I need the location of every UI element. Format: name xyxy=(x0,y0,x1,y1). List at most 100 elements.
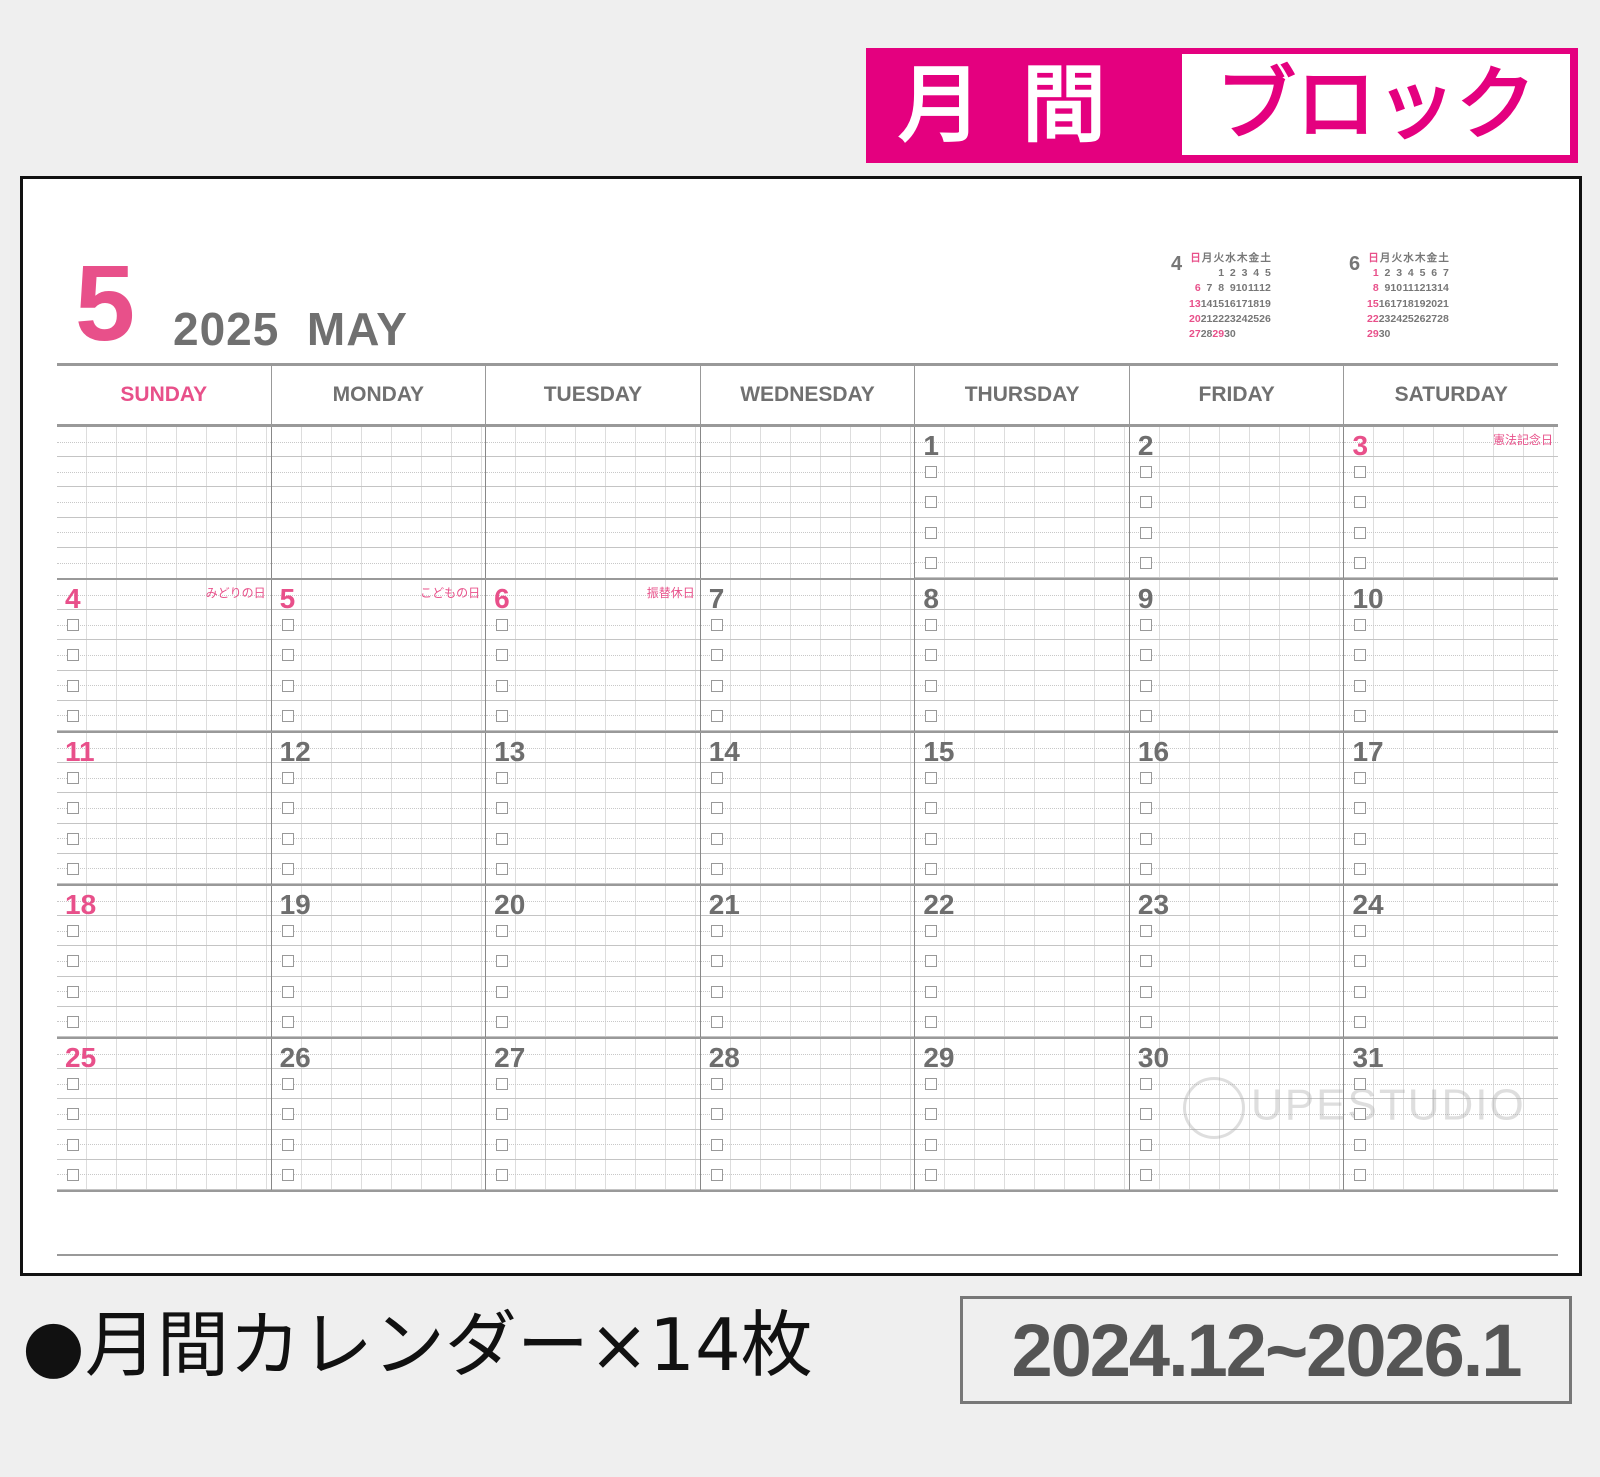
checkbox-icon[interactable] xyxy=(1354,862,1367,875)
checkbox-icon[interactable] xyxy=(281,1138,294,1151)
checkbox-icon[interactable] xyxy=(925,955,938,968)
day-cell[interactable]: 2 xyxy=(1128,427,1344,578)
checkbox-icon[interactable] xyxy=(1354,1015,1367,1028)
day-cell[interactable]: 17 xyxy=(1343,733,1559,884)
checkbox-icon[interactable] xyxy=(1139,709,1152,722)
checkbox-icon[interactable] xyxy=(281,1168,294,1181)
checkbox-icon[interactable] xyxy=(67,1108,79,1121)
checkbox-icon[interactable] xyxy=(281,985,294,998)
checkbox-icon[interactable] xyxy=(281,925,294,938)
checkbox-icon[interactable] xyxy=(710,1168,723,1181)
day-cell[interactable] xyxy=(57,427,271,578)
checkbox-icon[interactable] xyxy=(925,466,938,479)
checkbox-icon[interactable] xyxy=(1354,709,1367,722)
checkbox-icon[interactable] xyxy=(1139,1078,1152,1091)
checkbox-icon[interactable] xyxy=(1139,1138,1152,1151)
checkbox-icon[interactable] xyxy=(1139,772,1152,785)
checkbox-icon[interactable] xyxy=(67,1015,79,1028)
checkbox-icon[interactable] xyxy=(710,1078,723,1091)
checkbox-icon[interactable] xyxy=(67,679,79,692)
checkbox-icon[interactable] xyxy=(710,772,723,785)
checkbox-icon[interactable] xyxy=(1354,466,1367,479)
checkbox-icon[interactable] xyxy=(710,832,723,845)
checkbox-icon[interactable] xyxy=(925,1015,938,1028)
checkbox-icon[interactable] xyxy=(710,679,723,692)
checkbox-icon[interactable] xyxy=(1139,1168,1152,1181)
checkbox-icon[interactable] xyxy=(496,1078,509,1091)
checkbox-icon[interactable] xyxy=(710,1138,723,1151)
checkbox-icon[interactable] xyxy=(1354,526,1367,539)
checkbox-icon[interactable] xyxy=(1139,496,1152,509)
checkbox-icon[interactable] xyxy=(496,619,509,632)
day-cell[interactable]: 31 xyxy=(1343,1039,1559,1190)
checkbox-icon[interactable] xyxy=(281,832,294,845)
checkbox-icon[interactable] xyxy=(710,709,723,722)
checkbox-icon[interactable] xyxy=(496,1015,509,1028)
checkbox-icon[interactable] xyxy=(496,955,509,968)
day-cell[interactable]: 24 xyxy=(1343,886,1559,1037)
checkbox-icon[interactable] xyxy=(1354,772,1367,785)
checkbox-icon[interactable] xyxy=(281,955,294,968)
day-cell[interactable]: 5 こどもの日 xyxy=(270,580,486,731)
checkbox-icon[interactable] xyxy=(67,802,79,815)
checkbox-icon[interactable] xyxy=(710,1108,723,1121)
day-cell[interactable]: 10 xyxy=(1343,580,1559,731)
day-cell[interactable]: 11 xyxy=(57,733,271,884)
checkbox-icon[interactable] xyxy=(925,679,938,692)
checkbox-icon[interactable] xyxy=(496,925,509,938)
day-cell[interactable]: 22 xyxy=(914,886,1129,1037)
checkbox-icon[interactable] xyxy=(1139,619,1152,632)
checkbox-icon[interactable] xyxy=(1354,802,1367,815)
checkbox-icon[interactable] xyxy=(1354,1138,1367,1151)
checkbox-icon[interactable] xyxy=(281,619,294,632)
checkbox-icon[interactable] xyxy=(1139,955,1152,968)
checkbox-icon[interactable] xyxy=(1139,802,1152,815)
day-cell[interactable]: 4 みどりの日 xyxy=(57,580,271,731)
day-cell[interactable]: 8 xyxy=(914,580,1129,731)
checkbox-icon[interactable] xyxy=(1139,832,1152,845)
day-cell[interactable]: 14 xyxy=(699,733,915,884)
checkbox-icon[interactable] xyxy=(496,649,509,662)
checkbox-icon[interactable] xyxy=(67,649,79,662)
checkbox-icon[interactable] xyxy=(496,802,509,815)
checkbox-icon[interactable] xyxy=(925,772,938,785)
checkbox-icon[interactable] xyxy=(710,862,723,875)
day-cell[interactable]: 7 xyxy=(699,580,915,731)
checkbox-icon[interactable] xyxy=(925,925,938,938)
checkbox-icon[interactable] xyxy=(281,802,294,815)
checkbox-icon[interactable] xyxy=(67,619,79,632)
checkbox-icon[interactable] xyxy=(925,526,938,539)
checkbox-icon[interactable] xyxy=(67,832,79,845)
day-cell[interactable]: 23 xyxy=(1128,886,1344,1037)
checkbox-icon[interactable] xyxy=(67,862,79,875)
day-cell[interactable]: 19 xyxy=(270,886,486,1037)
day-cell[interactable]: 27 xyxy=(485,1039,700,1190)
day-cell[interactable]: 9 xyxy=(1128,580,1344,731)
day-cell[interactable]: 20 xyxy=(485,886,700,1037)
checkbox-icon[interactable] xyxy=(281,1078,294,1091)
checkbox-icon[interactable] xyxy=(496,709,509,722)
day-cell[interactable]: 12 xyxy=(270,733,486,884)
day-cell[interactable]: 25 xyxy=(57,1039,271,1190)
checkbox-icon[interactable] xyxy=(1139,1108,1152,1121)
day-cell[interactable]: 15 xyxy=(914,733,1129,884)
day-cell[interactable]: 6 振替休日 xyxy=(485,580,700,731)
checkbox-icon[interactable] xyxy=(1354,1108,1367,1121)
day-cell[interactable]: 16 xyxy=(1128,733,1344,884)
checkbox-icon[interactable] xyxy=(1354,955,1367,968)
checkbox-icon[interactable] xyxy=(1139,556,1152,569)
checkbox-icon[interactable] xyxy=(281,862,294,875)
checkbox-icon[interactable] xyxy=(925,802,938,815)
checkbox-icon[interactable] xyxy=(496,772,509,785)
checkbox-icon[interactable] xyxy=(925,1108,938,1121)
checkbox-icon[interactable] xyxy=(496,1138,509,1151)
checkbox-icon[interactable] xyxy=(710,802,723,815)
day-cell[interactable]: 26 xyxy=(270,1039,486,1190)
checkbox-icon[interactable] xyxy=(710,1015,723,1028)
checkbox-icon[interactable] xyxy=(710,925,723,938)
checkbox-icon[interactable] xyxy=(1139,985,1152,998)
checkbox-icon[interactable] xyxy=(925,649,938,662)
day-cell[interactable] xyxy=(699,427,915,578)
checkbox-icon[interactable] xyxy=(496,1108,509,1121)
checkbox-icon[interactable] xyxy=(710,649,723,662)
